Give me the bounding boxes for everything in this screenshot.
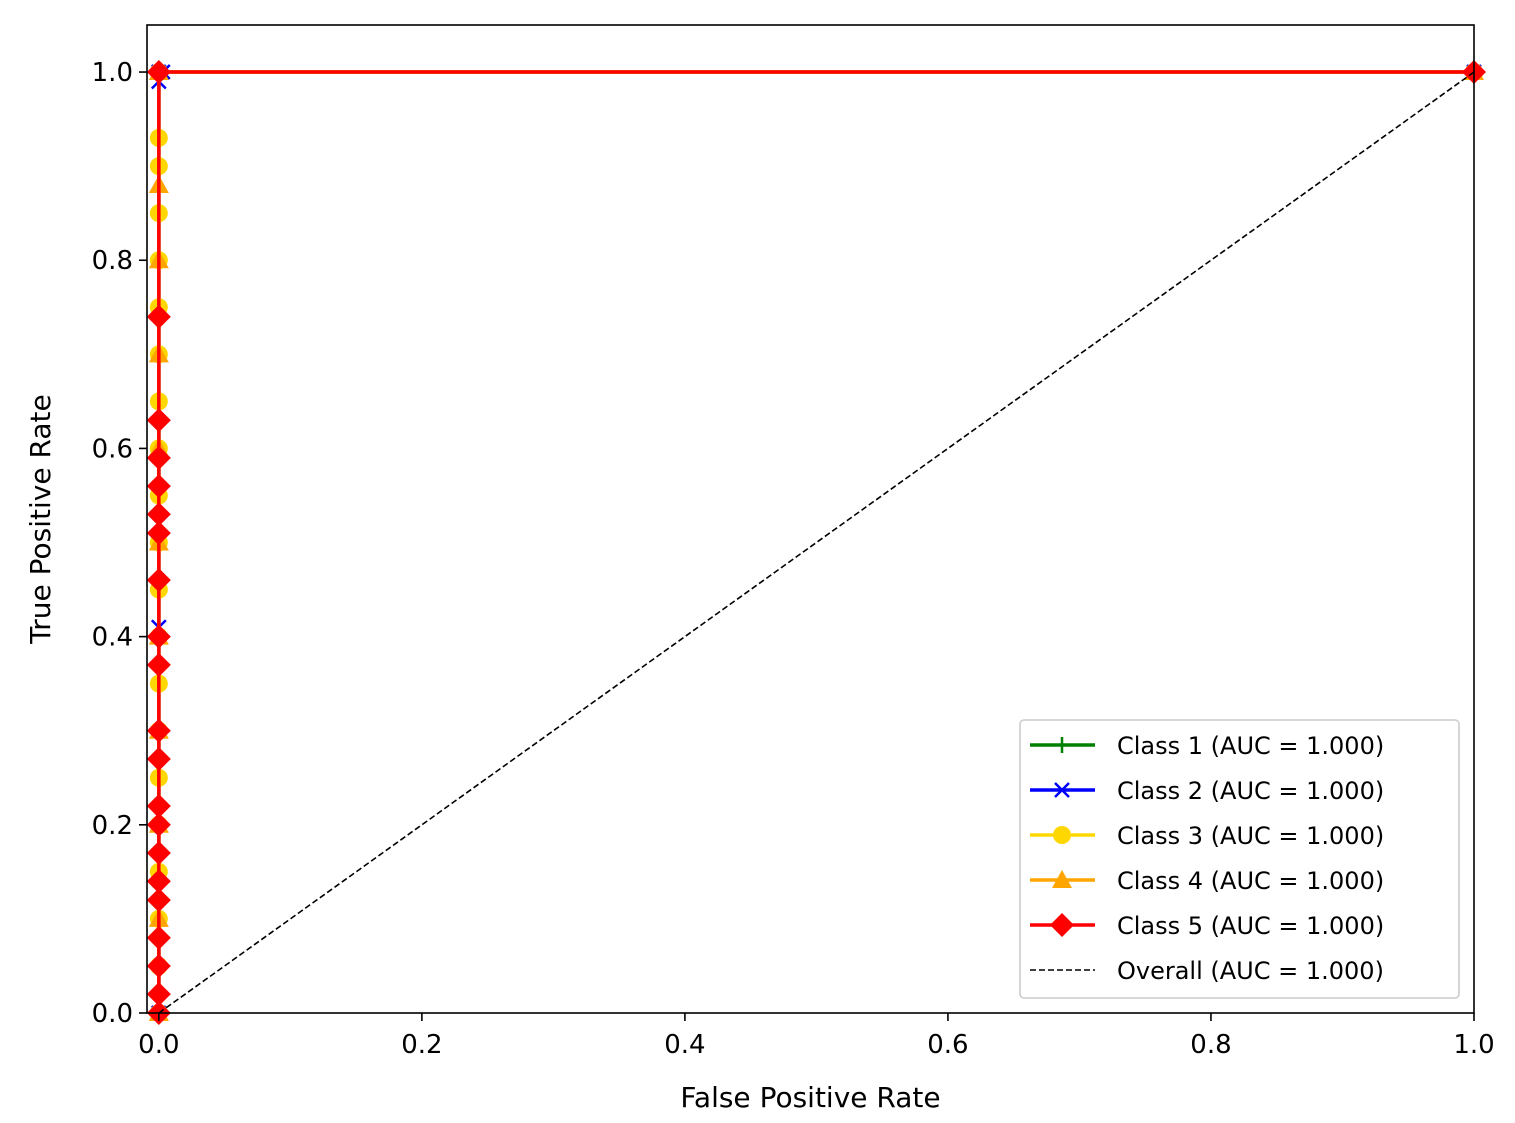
diamond-marker <box>146 502 171 527</box>
plot-frame <box>146 24 1475 1014</box>
series-line <box>157 70 1474 1013</box>
x-tick-label: 0.0 <box>138 1030 179 1060</box>
legend-item: Class 3 (AUC = 1.000) <box>1030 822 1384 850</box>
diamond-marker <box>146 869 171 894</box>
x-tick-label: 1.0 <box>1453 1030 1494 1060</box>
diamond-marker <box>146 925 171 950</box>
x-tick-label: 0.2 <box>401 1030 442 1060</box>
diamond-marker <box>146 888 171 913</box>
x-tick-label: 0.8 <box>1190 1030 1231 1060</box>
legend-label: Overall (AUC = 1.000) <box>1117 957 1384 985</box>
diamond-marker <box>146 474 171 499</box>
diamond-marker <box>146 521 171 546</box>
legend-label: Class 4 (AUC = 1.000) <box>1117 867 1384 895</box>
plus-marker <box>1054 737 1070 753</box>
y-axis-label: True Positive Rate <box>24 394 57 644</box>
diamond-marker <box>146 953 171 978</box>
circle-marker <box>1053 826 1071 844</box>
diamond-marker <box>146 841 171 866</box>
diamond-marker <box>146 652 171 677</box>
legend-label: Class 2 (AUC = 1.000) <box>1117 777 1384 805</box>
diamond-marker <box>146 718 171 743</box>
x-tick-label: 0.4 <box>664 1030 705 1060</box>
x-marker <box>1054 782 1070 798</box>
diamond-marker <box>146 624 171 649</box>
legend-label: Class 5 (AUC = 1.000) <box>1117 912 1384 940</box>
triangle-marker <box>1052 870 1072 888</box>
axes-ticks: 0.0 0.2 0.4 0.6 0.8 1.0 0.0 0.2 0.4 0.6 0.8 1.0 <box>92 58 1495 1060</box>
legend-box <box>1019 719 1460 999</box>
y-tick-label: 0.0 <box>92 999 133 1029</box>
x-axis-label: False Positive Rate <box>680 1081 940 1114</box>
plot-area <box>146 60 1486 1025</box>
diamond-marker <box>146 304 171 329</box>
diamond-marker <box>146 60 171 85</box>
diamond-marker <box>146 568 171 593</box>
diamond-marker <box>146 793 171 818</box>
y-tick-label: 0.2 <box>92 811 133 841</box>
x-tick-label: 0.6 <box>927 1030 968 1060</box>
diamond-marker <box>146 982 171 1007</box>
diamond-marker <box>146 812 171 837</box>
y-tick-label: 0.4 <box>92 623 133 653</box>
legend-label: Class 1 (AUC = 1.000) <box>1117 732 1384 760</box>
legend-label: Class 3 (AUC = 1.000) <box>1117 822 1384 850</box>
y-tick-label: 0.6 <box>92 434 133 464</box>
diamond-marker <box>1050 913 1074 937</box>
legend-item: Class 4 (AUC = 1.000) <box>1030 867 1384 895</box>
diamond-marker <box>146 408 171 433</box>
legend-item: Class 1 (AUC = 1.000) <box>1030 732 1384 760</box>
legend-item: Class 2 (AUC = 1.000) <box>1030 777 1384 805</box>
y-tick-label: 1.0 <box>92 58 133 88</box>
diamond-marker <box>146 746 171 771</box>
legend: Class 1 (AUC = 1.000) Class 2 (AUC = 1.00… <box>1019 719 1460 999</box>
y-tick-label: 0.8 <box>92 246 133 276</box>
series-5 <box>146 60 1486 1025</box>
legend-item: Overall (AUC = 1.000) <box>1030 957 1384 985</box>
legend-item: Class 5 (AUC = 1.000) <box>1030 912 1384 940</box>
diamond-marker <box>146 445 171 470</box>
